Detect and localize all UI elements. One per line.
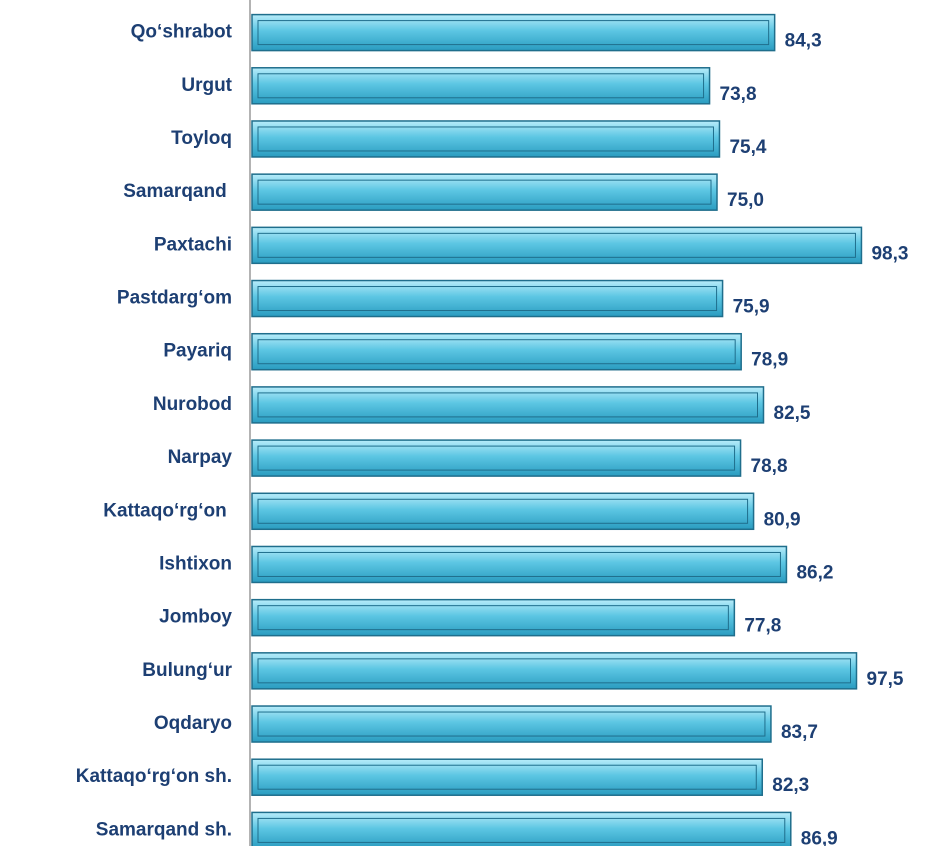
bar — [251, 545, 788, 584]
bar — [251, 598, 736, 637]
bar-bevel — [257, 73, 705, 99]
bar — [251, 332, 742, 371]
y-tick-label: Kattaqo‘rg‘on — [103, 500, 232, 521]
value-label: 98,3 — [871, 243, 908, 264]
value-label: 83,7 — [781, 722, 818, 743]
bar-bevel — [257, 551, 781, 577]
bar-bevel — [257, 20, 770, 46]
value-label: 97,5 — [867, 669, 904, 690]
bar — [251, 758, 764, 796]
bar — [251, 67, 711, 105]
bar — [251, 439, 742, 477]
y-tick-label: Narpay — [168, 447, 233, 468]
value-label: 78,9 — [751, 350, 788, 371]
bar-bevel — [257, 392, 758, 418]
value-label: 78,8 — [751, 456, 788, 477]
bar-bevel — [257, 605, 729, 631]
y-tick-label: Urgut — [181, 75, 232, 96]
bar — [251, 652, 858, 690]
value-label: 73,8 — [720, 84, 757, 105]
bar-bevel — [257, 126, 714, 152]
value-label: 86,9 — [801, 828, 838, 846]
value-label: 75,4 — [729, 137, 766, 158]
y-tick-label: Paxtachi — [154, 234, 232, 255]
value-label: 82,3 — [772, 775, 809, 796]
y-tick-label: Oqdaryo — [154, 713, 232, 734]
y-tick-label: Samarqand — [123, 181, 232, 202]
bar-bevel — [257, 658, 851, 684]
value-label: 84,3 — [785, 31, 822, 52]
y-tick-label: Kattaqo‘rg‘on sh. — [76, 766, 232, 787]
bar — [251, 13, 776, 52]
bar-bevel — [257, 498, 749, 524]
y-tick-label: Toyloq — [171, 128, 232, 149]
bar-bevel — [257, 339, 736, 365]
value-label: 75,9 — [733, 297, 770, 318]
y-tick-label: Samarqand sh. — [96, 819, 232, 840]
value-label: 80,9 — [764, 509, 801, 530]
y-tick-label: Qo‘shrabot — [131, 22, 233, 43]
bar-bevel — [257, 232, 856, 258]
value-label: 75,0 — [727, 190, 764, 211]
bar-bevel — [257, 286, 718, 312]
bar-bevel — [257, 711, 766, 737]
value-label: 82,5 — [774, 403, 811, 424]
value-label: 77,8 — [744, 616, 781, 637]
value-label: 86,2 — [796, 562, 833, 583]
bar-bevel — [257, 179, 712, 205]
bar — [251, 386, 765, 424]
y-tick-label: Payariq — [163, 341, 232, 362]
y-tick-label: Jomboy — [159, 607, 232, 628]
bar — [251, 120, 721, 158]
y-tick-label: Nurobod — [153, 394, 232, 415]
y-tick-label: Ishtixon — [159, 553, 232, 574]
bar-bevel — [257, 445, 736, 471]
bar — [251, 492, 755, 531]
bar-bevel — [257, 817, 786, 843]
bar-bevel — [257, 764, 757, 790]
bar — [251, 705, 772, 743]
y-tick-label: Pastdarg‘om — [117, 288, 232, 309]
y-tick-label: Bulung‘ur — [142, 660, 232, 681]
bar — [251, 226, 863, 265]
bar — [251, 173, 718, 211]
bar — [251, 279, 724, 318]
bar — [251, 811, 792, 846]
